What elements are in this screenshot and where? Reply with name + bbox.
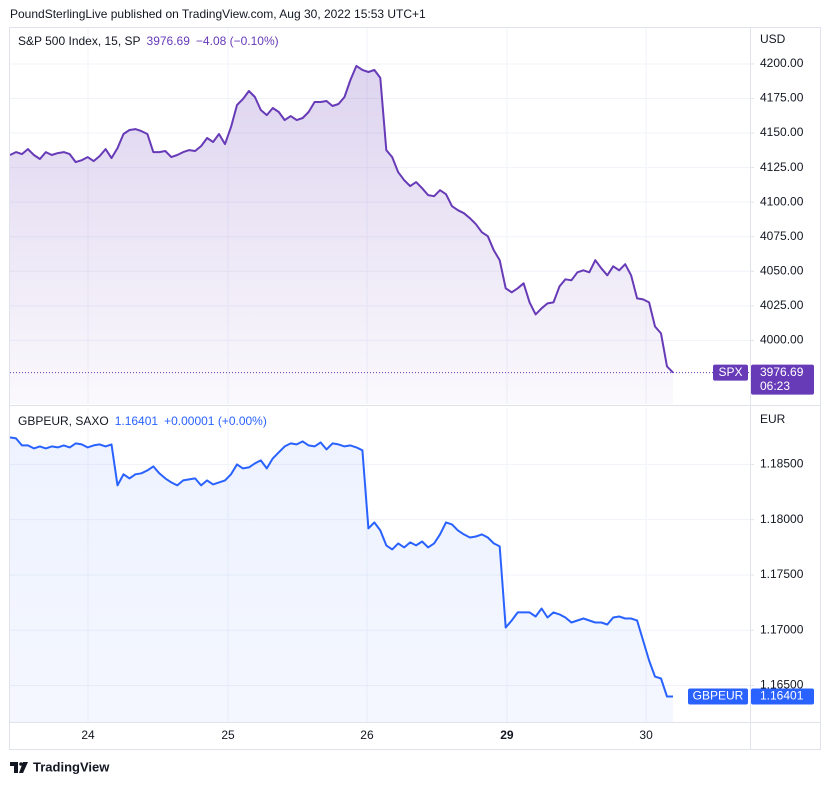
y-tick-label: 4075.00 (760, 229, 804, 243)
legend-value: 1.16401 (115, 414, 159, 428)
series-badge-label: SPX (718, 365, 742, 379)
line (9, 64, 674, 374)
line (9, 436, 673, 698)
area (10, 437, 673, 722)
price-badge (751, 364, 814, 395)
series-badge (688, 688, 748, 705)
y-tick-label: 1.17500 (760, 567, 804, 581)
y-tick-label: 4100.00 (760, 194, 804, 208)
price-badge (751, 688, 814, 705)
logo-icon (19, 762, 28, 773)
series-badge (713, 364, 748, 381)
countdown: 06:23 (760, 379, 790, 393)
y-tick-label: 1.16500 (760, 678, 804, 692)
series-badge-label: GBPEUR (693, 689, 744, 703)
legend-value: 3976.69 (147, 34, 191, 48)
legend-change: −4.08 (−0.10%) (196, 34, 279, 48)
y-tick-label: 4025.00 (760, 298, 804, 312)
y-tick-label: 4000.00 (760, 333, 804, 347)
frame (9, 27, 821, 750)
y-tick-label: 4175.00 (760, 91, 804, 105)
legend-change: +0.00001 (+0.00%) (164, 414, 267, 428)
legend-title: GBPEUR, SAXO (18, 414, 109, 428)
x-tick-label: 24 (81, 728, 95, 742)
y-tick-label: 1.17000 (760, 622, 804, 636)
plot (9, 64, 750, 722)
x-tick-label: 25 (221, 728, 235, 742)
labels: 4000.00 4025.00 4050.00 4075.00 4100.00 4125.… (18, 32, 814, 742)
y-tick-label: 1.18000 (760, 512, 804, 526)
x-tick-label: 29 (500, 728, 514, 742)
x-tick-label: 26 (360, 728, 374, 742)
y-tick-label: 4150.00 (760, 125, 804, 139)
logo: TradingView (10, 759, 110, 774)
logo-icon (10, 762, 18, 773)
legend-title: S&P 500 Index, 15, SP (18, 34, 141, 48)
area (10, 65, 673, 405)
header: PoundSterlingLive published on TradingVi… (10, 7, 426, 21)
x-tick-label: 30 (639, 728, 653, 742)
footer: TradingView (33, 759, 110, 774)
price-label: 3976.69 (760, 365, 804, 379)
price-label: 1.16401 (760, 689, 804, 703)
y-tick-label: 4200.00 (760, 56, 804, 70)
y-tick-label: 4050.00 (760, 263, 804, 277)
logo-icon (19, 762, 23, 766)
currency: EUR (760, 412, 786, 426)
y-tick-label: 4125.00 (760, 160, 804, 174)
y-tick-label: 1.18500 (760, 457, 804, 471)
currency: USD (760, 32, 786, 46)
